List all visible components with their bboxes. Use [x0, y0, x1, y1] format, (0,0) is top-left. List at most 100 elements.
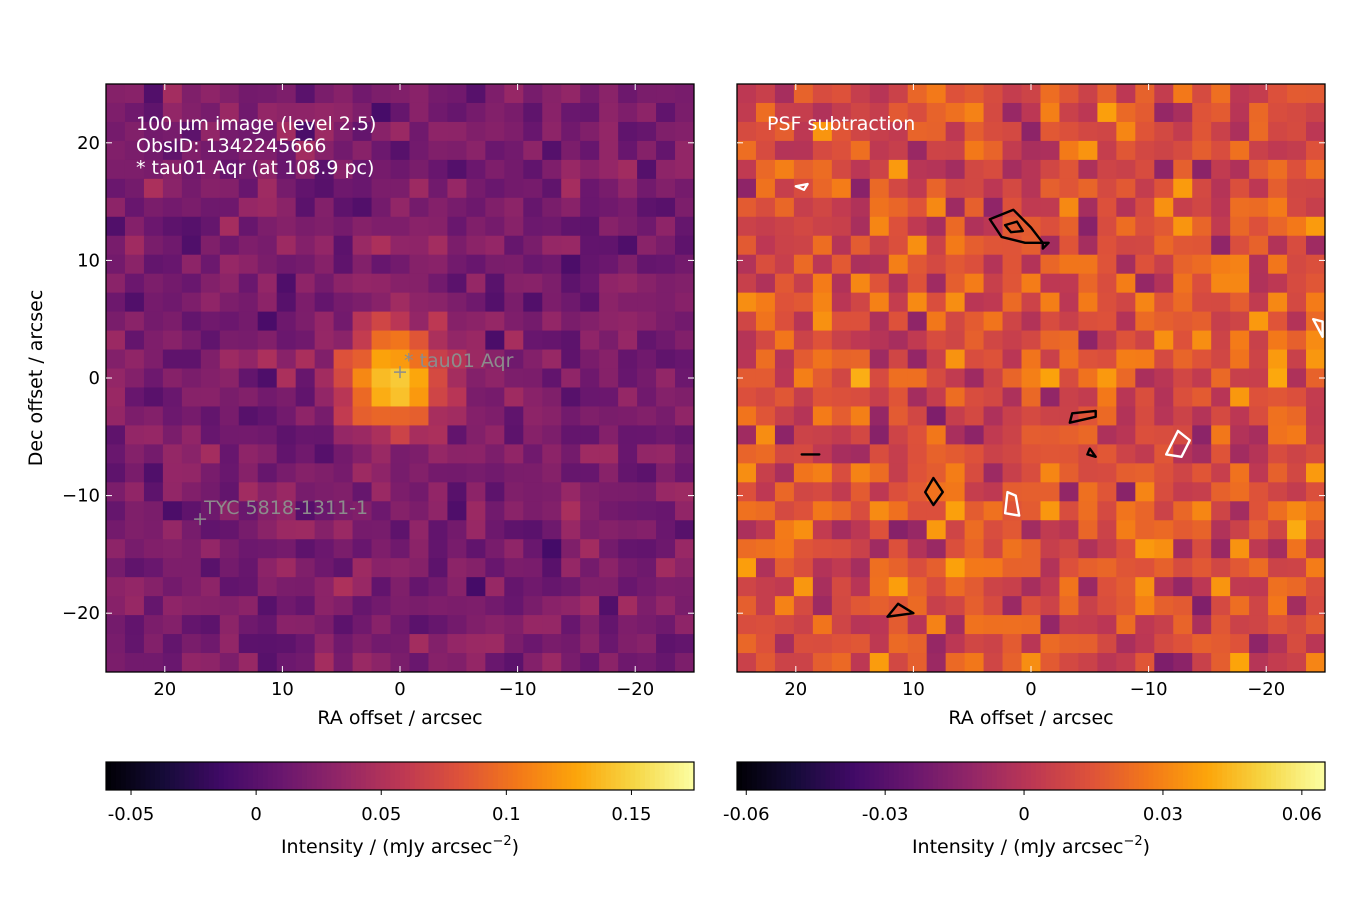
colorbar-segment: [336, 762, 342, 790]
colorbar-segment: [1251, 762, 1257, 790]
colorbar-segment: [331, 762, 337, 790]
heatmap-cell: [907, 159, 928, 180]
colorbar-segment: [282, 762, 288, 790]
heatmap-cell: [124, 577, 145, 597]
heatmap-cell: [200, 577, 221, 597]
heatmap-cell: [371, 273, 392, 294]
heatmap-cell: [1173, 84, 1193, 104]
colorbar-segment: [468, 762, 475, 790]
heatmap-cell: [1135, 387, 1155, 408]
heatmap-cell: [1097, 520, 1117, 540]
heatmap-cell: [983, 368, 1004, 389]
heatmap-cell: [599, 292, 619, 313]
heatmap-cell: [907, 273, 928, 294]
colorbar-segment: [507, 762, 514, 790]
heatmap-cell: [1116, 387, 1136, 408]
heatmap-cell: [869, 425, 890, 445]
heatmap-cell: [1097, 501, 1117, 521]
heatmap-cell: [1268, 482, 1288, 502]
heatmap-cell: [1021, 311, 1042, 332]
heatmap-cell: [1135, 197, 1155, 218]
heatmap-cell: [390, 273, 411, 294]
heatmap-cell: [143, 634, 164, 654]
colorbar-segment: [409, 762, 416, 790]
heatmap-cell: [737, 653, 757, 672]
heatmap-cell: [1249, 311, 1269, 332]
heatmap-cell: [1059, 615, 1080, 635]
heatmap-cell: [888, 634, 909, 654]
heatmap-cell: [219, 311, 240, 332]
heatmap-cell: [964, 615, 985, 635]
heatmap-cell: [504, 84, 524, 104]
heatmap-cell: [737, 444, 757, 464]
heatmap-cell: [1097, 387, 1117, 408]
contour-line: [924, 476, 944, 507]
heatmap-cell: [1249, 615, 1269, 635]
heatmap-cell: [428, 121, 449, 142]
heatmap-cell: [447, 558, 467, 578]
heatmap-cell: [181, 140, 202, 161]
heatmap-cell: [964, 387, 985, 408]
colorbar-segment: [1031, 762, 1037, 790]
heatmap-cell: [831, 558, 852, 578]
heatmap-cell: [983, 292, 1004, 313]
heatmap-cell: [106, 84, 126, 104]
heatmap-cell: [1002, 653, 1023, 672]
heatmap-cell: [812, 235, 833, 256]
heatmap-cell: [428, 463, 449, 483]
heatmap-cell: [257, 387, 278, 408]
heatmap-cell: [850, 577, 871, 597]
colorbar-segment: [1285, 762, 1292, 790]
heatmap-cell: [637, 84, 657, 104]
colorbar-segment: [439, 762, 445, 790]
heatmap-cell: [257, 121, 278, 142]
heatmap-cell: [504, 539, 524, 559]
heatmap-cell: [200, 235, 221, 256]
heatmap-cell: [926, 406, 947, 427]
heatmap-cell: [774, 368, 795, 389]
heatmap-cell: [580, 330, 600, 351]
heatmap-cell: [637, 634, 657, 654]
heatmap-cell: [1268, 368, 1288, 389]
heatmap-cell: [447, 102, 467, 123]
heatmap-cell: [618, 235, 638, 256]
heatmap-cell: [1097, 406, 1117, 427]
heatmap-cell: [1059, 197, 1080, 218]
heatmap-cell: [774, 216, 795, 237]
y-tick-label: 10: [77, 250, 100, 271]
heatmap-cell: [755, 216, 776, 237]
heatmap-cell: [542, 102, 562, 123]
heatmap-cell: [850, 292, 871, 313]
heatmap-cell: [504, 558, 524, 578]
heatmap-cell: [1116, 273, 1136, 294]
heatmap-cell: [907, 501, 928, 521]
heatmap-cell: [1287, 159, 1307, 180]
heatmap-cell: [637, 520, 657, 540]
heatmap-cell: [428, 254, 449, 275]
heatmap-cell: [755, 254, 776, 275]
heatmap-cell: [485, 273, 505, 294]
heatmap-cell: [599, 121, 619, 142]
heatmap-cell: [276, 539, 297, 559]
heatmap-cell: [276, 425, 297, 445]
heatmap-cell: [926, 444, 947, 464]
heatmap-cell: [1287, 387, 1307, 408]
heatmap-cell: [428, 216, 449, 237]
heatmap-cell: [124, 444, 145, 464]
heatmap-cell: [774, 577, 795, 597]
heatmap-cell: [257, 539, 278, 559]
heatmap-cell: [295, 634, 316, 654]
heatmap-cell: [656, 577, 676, 597]
heatmap-cell: [542, 178, 562, 199]
heatmap-cell: [485, 596, 505, 616]
heatmap-cell: [1268, 330, 1288, 351]
heatmap-cell: [737, 311, 757, 332]
heatmap-cell: [409, 425, 430, 445]
heatmap-cell: [793, 292, 814, 313]
colorbar-segment: [419, 762, 426, 790]
heatmap-cell: [219, 634, 240, 654]
heatmap-cell: [964, 292, 985, 313]
heatmap-cell: [409, 84, 430, 104]
colorbar-segment: [517, 762, 524, 790]
heatmap-cell: [428, 330, 449, 351]
